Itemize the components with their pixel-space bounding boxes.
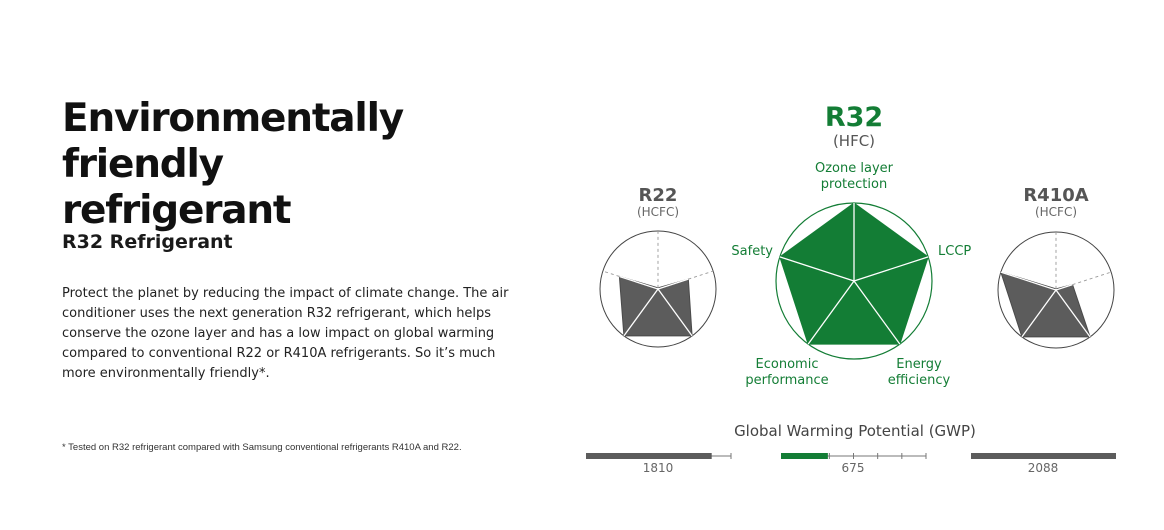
radar-spoke-inner	[853, 256, 929, 282]
axis-label: Energy	[896, 357, 942, 372]
gwp-bar-r22: 1810	[586, 453, 732, 475]
axis-label: LCCP	[938, 244, 971, 259]
gwp-bar-fill	[971, 453, 1116, 459]
gwp-bar-label: 675	[842, 461, 865, 475]
radar-r22: R22(HCFC)	[599, 185, 717, 348]
axis-label: performance	[745, 373, 828, 388]
subheading: R32 Refrigerant	[62, 231, 233, 253]
headline-line-1: Environmentally friendly	[62, 96, 404, 187]
description: Protect the planet by reducing the impac…	[62, 286, 509, 381]
gwp-title: Global Warming Potential (GWP)	[734, 422, 976, 440]
radar-spoke-inner	[1055, 289, 1091, 338]
series-name: R32	[825, 102, 883, 133]
radar-spoke-inner	[657, 288, 693, 337]
radar-r410a: R410A(HCFC)	[997, 185, 1115, 349]
gwp-bar-label: 1810	[643, 461, 674, 475]
series-type-label: (HFC)	[833, 132, 875, 150]
gwp-bar-fill	[781, 453, 828, 459]
radar-spoke-outer	[1072, 271, 1112, 286]
radar-spoke-inner	[779, 256, 855, 282]
gwp-bar-r32: 675	[781, 453, 927, 475]
gwp-bar-r410a: 2088	[971, 453, 1116, 475]
footnote: * Tested on R32 refrigerant compared wit…	[62, 442, 462, 453]
radar-spoke-inner	[853, 280, 901, 345]
axis-label: Safety	[731, 244, 773, 259]
radar-spoke-inner	[1000, 271, 1057, 291]
radar-spoke-inner	[807, 280, 855, 345]
radar-spoke-inner	[1021, 289, 1057, 338]
series-name: R410A	[1023, 185, 1088, 206]
series-name: R22	[639, 185, 678, 206]
radar-spoke-inner	[619, 275, 659, 290]
axis-label: efficiency	[888, 373, 951, 388]
gwp-bar-fill	[586, 453, 712, 459]
axis-label: Ozone layer	[815, 161, 894, 176]
axis-label: protection	[821, 177, 887, 192]
headline: Environmentally friendly refrigerant	[62, 96, 542, 234]
gwp-bar-label: 2088	[1028, 461, 1059, 475]
series-type-label: (HCFC)	[1035, 205, 1077, 219]
series-type-label: (HCFC)	[637, 205, 679, 219]
radar-spoke-inner	[1055, 284, 1073, 291]
radar-spoke-outer	[602, 270, 620, 277]
axis-label: Economic	[756, 357, 819, 372]
radar-spoke-outer	[688, 270, 714, 280]
headline-line-2: refrigerant	[62, 188, 292, 233]
radar-spoke-inner	[657, 278, 689, 290]
radar-spoke-inner	[623, 288, 659, 337]
